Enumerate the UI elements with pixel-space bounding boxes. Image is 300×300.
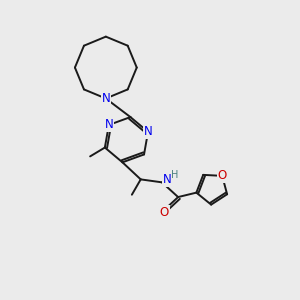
Text: N: N	[101, 92, 110, 105]
Text: N: N	[163, 173, 172, 187]
Text: N: N	[144, 125, 152, 138]
Text: N: N	[104, 118, 113, 131]
Text: O: O	[160, 206, 169, 219]
Text: H: H	[171, 170, 178, 180]
Text: O: O	[218, 169, 227, 182]
